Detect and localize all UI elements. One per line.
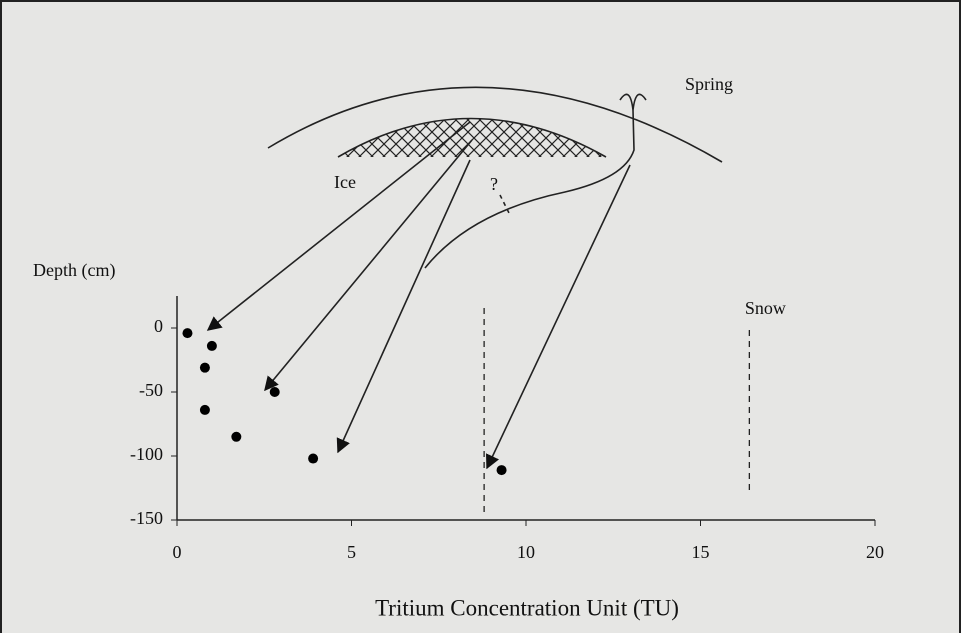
- data-point: [231, 432, 241, 442]
- data-point: [270, 387, 280, 397]
- x-tick-label: 10: [517, 542, 535, 562]
- question-label: ?: [490, 174, 498, 194]
- x-tick-label: 5: [347, 542, 356, 562]
- y-axis-label: Depth (cm): [33, 260, 115, 281]
- data-point: [207, 341, 217, 351]
- data-point: [308, 454, 318, 464]
- chart: Spring Ice ? Depth (cm) Tritium Concentr…: [0, 0, 961, 633]
- x-tick-label: 20: [866, 542, 884, 562]
- spring-label: Spring: [685, 74, 733, 94]
- reference-label: Snow: [745, 298, 786, 318]
- x-tick-label: 15: [692, 542, 710, 562]
- data-point: [200, 405, 210, 415]
- y-tick-label: 0: [154, 316, 163, 336]
- data-point: [182, 328, 192, 338]
- y-tick-label: -100: [130, 444, 163, 464]
- x-tick-label: 0: [173, 542, 182, 562]
- data-point: [497, 465, 507, 475]
- ice-label: Ice: [334, 172, 356, 192]
- y-tick-label: -50: [139, 380, 163, 400]
- y-tick-label: -150: [130, 508, 163, 528]
- x-axis-label: Tritium Concentration Unit (TU): [375, 595, 679, 620]
- page: Spring Ice ? Depth (cm) Tritium Concentr…: [0, 0, 961, 633]
- data-point: [200, 363, 210, 373]
- frame: [1, 1, 960, 633]
